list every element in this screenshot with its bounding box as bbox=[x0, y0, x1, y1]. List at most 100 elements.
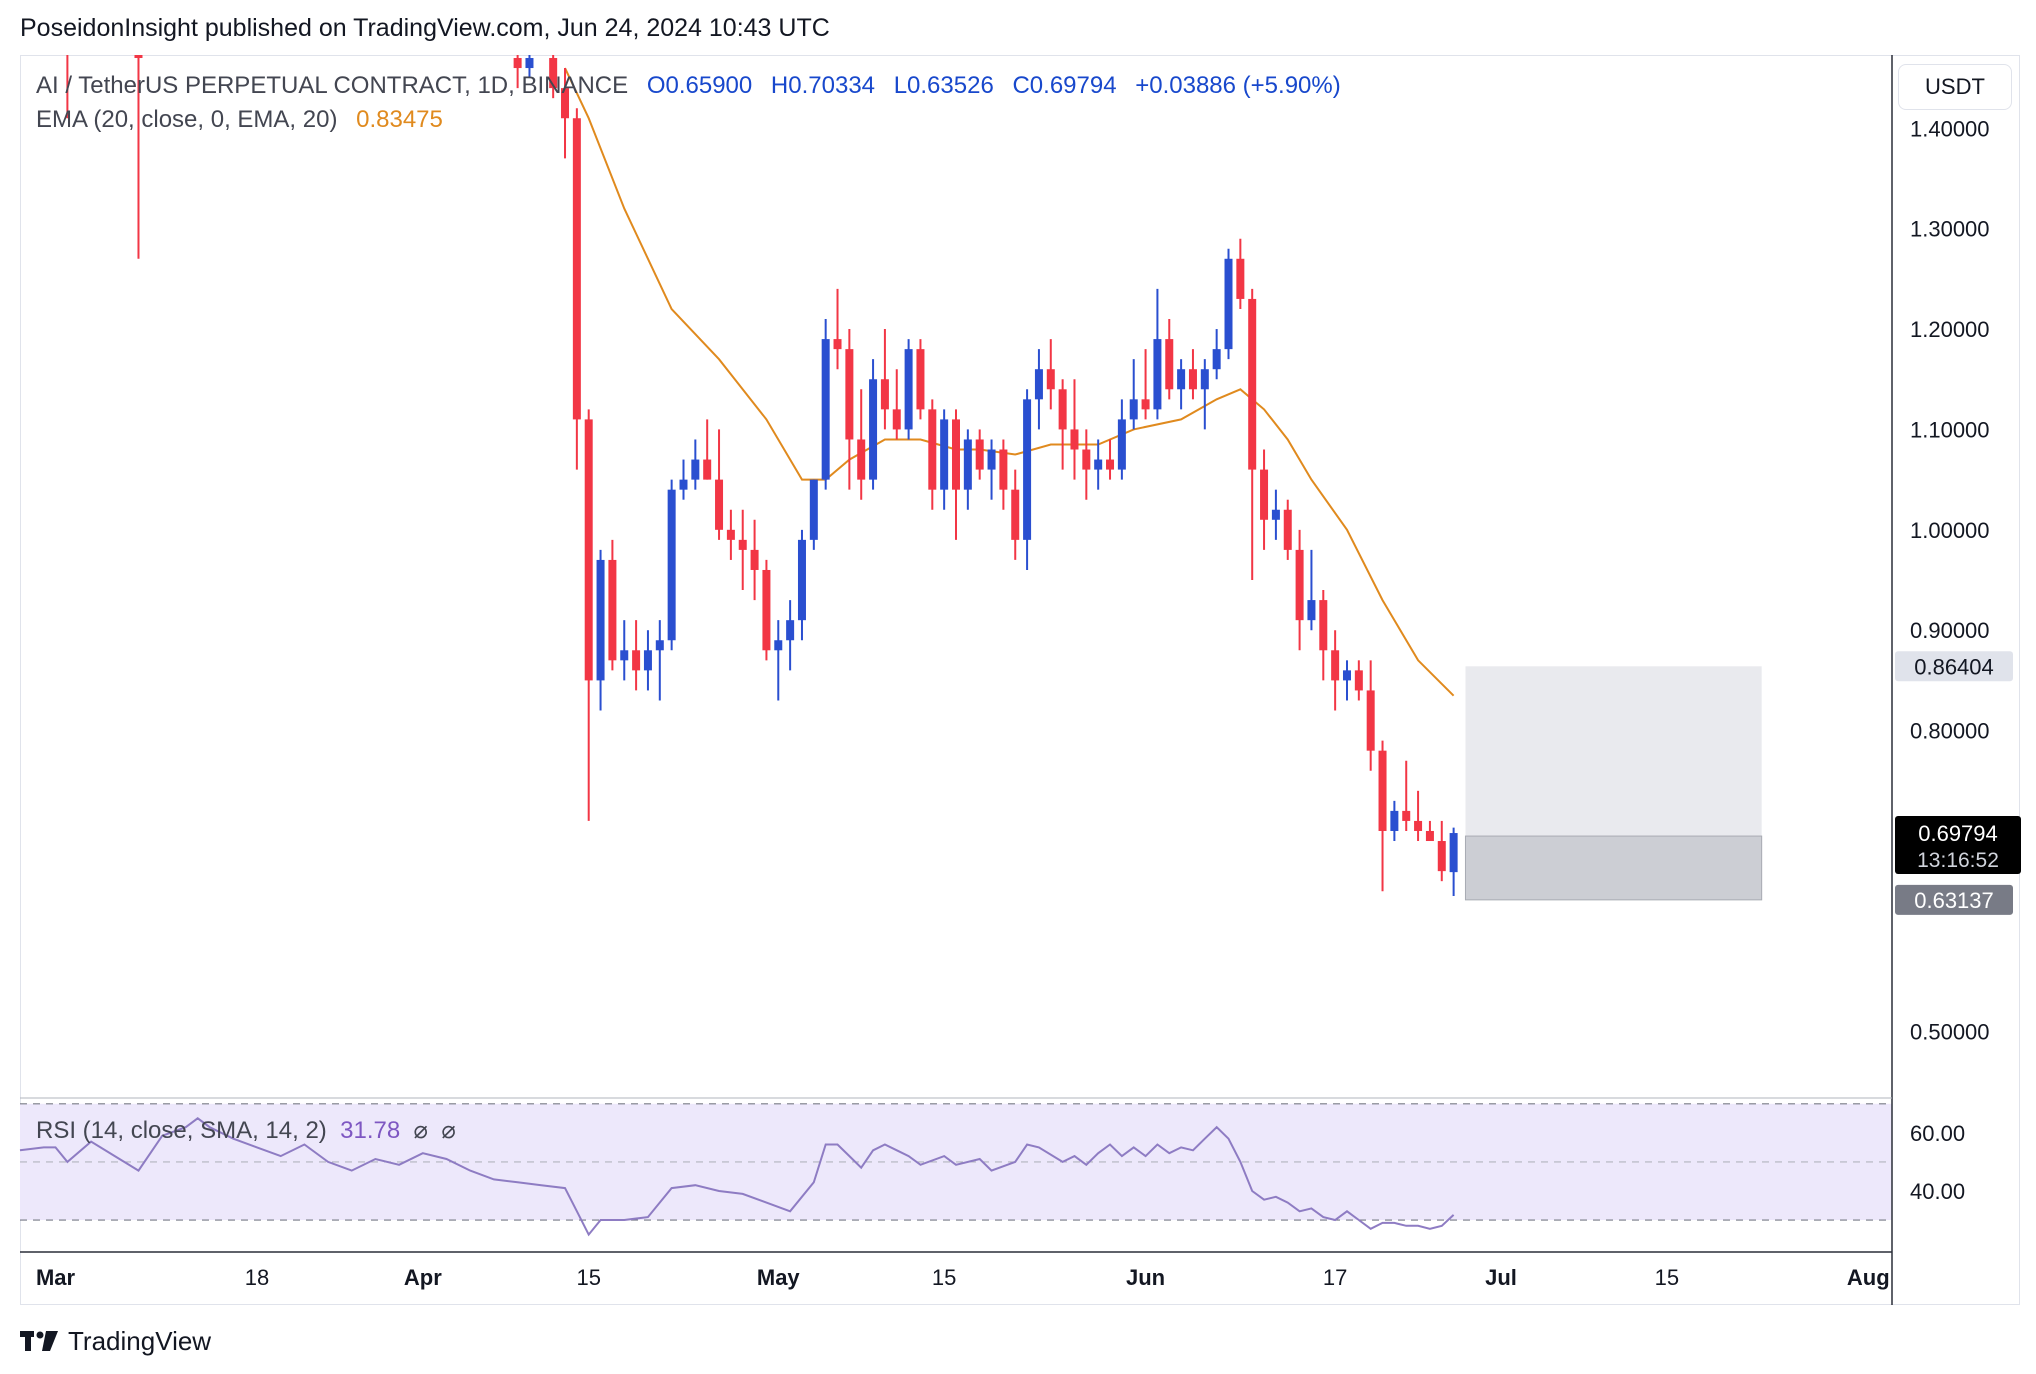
candle-body bbox=[715, 479, 724, 530]
candle-body bbox=[1260, 469, 1269, 520]
candle-body bbox=[584, 419, 593, 681]
price-tick-label: 0.50000 bbox=[1910, 1020, 1990, 1045]
candle bbox=[833, 288, 842, 370]
rsi-tick-label: 60.00 bbox=[1910, 1121, 1965, 1146]
price-tick-label: 1.30000 bbox=[1910, 217, 1990, 242]
candle bbox=[916, 339, 925, 420]
bar-countdown-text: 13:16:52 bbox=[1917, 849, 1999, 872]
candle-body bbox=[1177, 369, 1186, 390]
candle-body bbox=[549, 58, 558, 89]
candle-body bbox=[691, 459, 700, 480]
rsi-legend: RSI (14, close, SMA, 14, 2) 31.78 ⌀ ⌀ bbox=[36, 1116, 456, 1145]
candle-body bbox=[1319, 600, 1328, 651]
currency-unit-button[interactable]: USDT bbox=[1898, 64, 2012, 110]
candle-body bbox=[999, 449, 1008, 490]
candle bbox=[1117, 399, 1126, 480]
candle bbox=[1070, 379, 1079, 480]
candle-body bbox=[1188, 369, 1197, 390]
candle bbox=[1378, 740, 1387, 892]
price-label: 0.86404 bbox=[1895, 651, 2013, 682]
candle bbox=[845, 329, 854, 490]
candle-body bbox=[738, 539, 747, 550]
candle bbox=[1271, 489, 1280, 540]
candle-body bbox=[963, 439, 972, 490]
candle-body bbox=[1331, 650, 1340, 681]
candle bbox=[643, 630, 652, 691]
candle-body bbox=[1153, 339, 1162, 410]
candle-body bbox=[857, 439, 866, 480]
candle bbox=[608, 539, 617, 671]
brand-name: TradingView bbox=[68, 1326, 212, 1356]
time-tick-label: May bbox=[757, 1265, 801, 1290]
last-price-bg bbox=[1895, 816, 2021, 875]
open-value: O0.65900 bbox=[646, 72, 753, 99]
candle-body bbox=[797, 539, 806, 621]
candle bbox=[975, 429, 984, 480]
empty-set-icon: ⌀ bbox=[441, 1117, 456, 1144]
tradingview-logo[interactable]: TradingView bbox=[20, 1326, 211, 1357]
time-tick-label: 17 bbox=[1323, 1265, 1347, 1290]
candle bbox=[691, 439, 700, 490]
candle bbox=[1165, 319, 1174, 400]
candle-body bbox=[643, 650, 652, 671]
price-label: 0.63137 bbox=[1895, 884, 2013, 915]
candle-body bbox=[1034, 369, 1043, 400]
candle-body bbox=[1307, 600, 1316, 621]
candle-body bbox=[1129, 399, 1138, 420]
candle bbox=[857, 389, 866, 500]
candle bbox=[1366, 660, 1375, 771]
candle bbox=[928, 399, 937, 510]
candle bbox=[63, 0, 71, 119]
candle-body bbox=[833, 339, 842, 350]
candle-body bbox=[1106, 459, 1115, 470]
candle-body bbox=[561, 88, 570, 119]
candle bbox=[1058, 379, 1067, 470]
change-value: +0.03886 (+5.90%) bbox=[1135, 72, 1341, 99]
candle bbox=[584, 409, 593, 821]
time-tick-label: Mar bbox=[36, 1265, 76, 1290]
ema-layer bbox=[564, 67, 1455, 697]
candle-body bbox=[916, 349, 925, 410]
ema-value: 0.83475 bbox=[356, 106, 443, 133]
candle bbox=[892, 369, 901, 440]
last-price-label: 0.69794 13:16:52 bbox=[1895, 816, 2021, 875]
candle bbox=[703, 419, 712, 480]
rsi-guides bbox=[20, 1103, 1892, 1221]
candle-body bbox=[1212, 349, 1221, 370]
candle bbox=[1319, 590, 1328, 681]
candle bbox=[1153, 288, 1162, 420]
candle-body bbox=[940, 419, 949, 490]
candle bbox=[1011, 469, 1020, 560]
candle-body bbox=[821, 339, 830, 480]
candle-body bbox=[1295, 549, 1304, 621]
candle bbox=[1236, 238, 1245, 309]
candle bbox=[1248, 288, 1257, 581]
candle bbox=[987, 439, 996, 500]
candle-body bbox=[632, 650, 641, 671]
candle-body bbox=[1402, 810, 1411, 821]
candle bbox=[561, 68, 570, 159]
candle bbox=[774, 620, 783, 701]
candle bbox=[1141, 349, 1150, 420]
empty-set-icon: ⌀ bbox=[413, 1117, 428, 1144]
price-tick-label: 0.90000 bbox=[1910, 618, 1990, 643]
candle-body bbox=[1058, 389, 1067, 430]
candle-body bbox=[63, 0, 71, 28]
candle bbox=[821, 319, 830, 490]
time-tick-label: 15 bbox=[576, 1265, 600, 1290]
time-tick-label: Aug bbox=[1847, 1265, 1890, 1290]
candle bbox=[596, 549, 605, 711]
candle-body bbox=[880, 379, 889, 410]
rsi-tick-label: 40.00 bbox=[1910, 1179, 1965, 1204]
ema-label: EMA (20, close, 0, EMA, 20) bbox=[36, 106, 338, 133]
candle bbox=[572, 108, 581, 470]
candle-body bbox=[1082, 449, 1091, 470]
candle bbox=[1260, 449, 1269, 550]
ema-line bbox=[564, 67, 1455, 697]
candle-body bbox=[1141, 399, 1150, 410]
candle bbox=[726, 509, 735, 560]
zone-dark bbox=[1464, 835, 1763, 901]
candle bbox=[869, 359, 878, 490]
candles-layer bbox=[63, 0, 1458, 896]
